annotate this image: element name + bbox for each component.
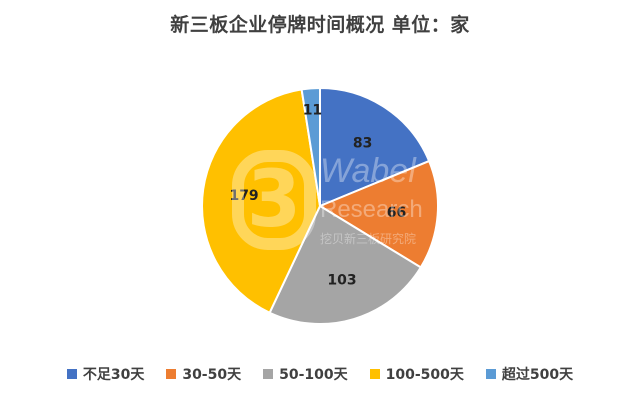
legend-label: 30-50天 [182,367,242,383]
legend-swatch [166,369,177,379]
data-label-30-50: 66 [387,205,406,221]
data-label-50-100: 103 [327,272,356,288]
pie-slice-under-30 [319,86,431,208]
legend-label: 超过500天 [501,367,574,383]
legend-swatch [485,369,496,379]
data-label-over-500: 11 [303,103,322,119]
legend-swatch [263,369,274,379]
data-label-under-30: 83 [353,135,372,151]
legend-item-under-30: 不足30天 [66,364,145,384]
legend-label: 50-100天 [279,367,348,383]
data-label-100-500: 179 [229,188,258,204]
pie-slice-100-500 [201,88,322,315]
chart-title: 新三板企业停牌时间概况 单位：家 [170,14,470,36]
pie-slice-50-100 [268,204,423,325]
legend-label: 不足30天 [82,367,145,383]
legend-item-100-500: 100-500天 [369,364,464,384]
legend-swatch [369,369,380,379]
legend-item-30-50: 30-50天 [166,364,241,384]
legend-item-over-500: 超过500天 [485,364,574,384]
legend-item-50-100: 50-100天 [263,364,348,384]
pie-slice-30-50 [317,159,439,269]
legend-label: 100-500天 [385,367,464,383]
legend: 不足30天 30-50天 50-100天 100-500天 超过500天 [0,364,640,384]
pie-slice-over-500 [300,86,321,207]
legend-swatch [66,369,77,379]
